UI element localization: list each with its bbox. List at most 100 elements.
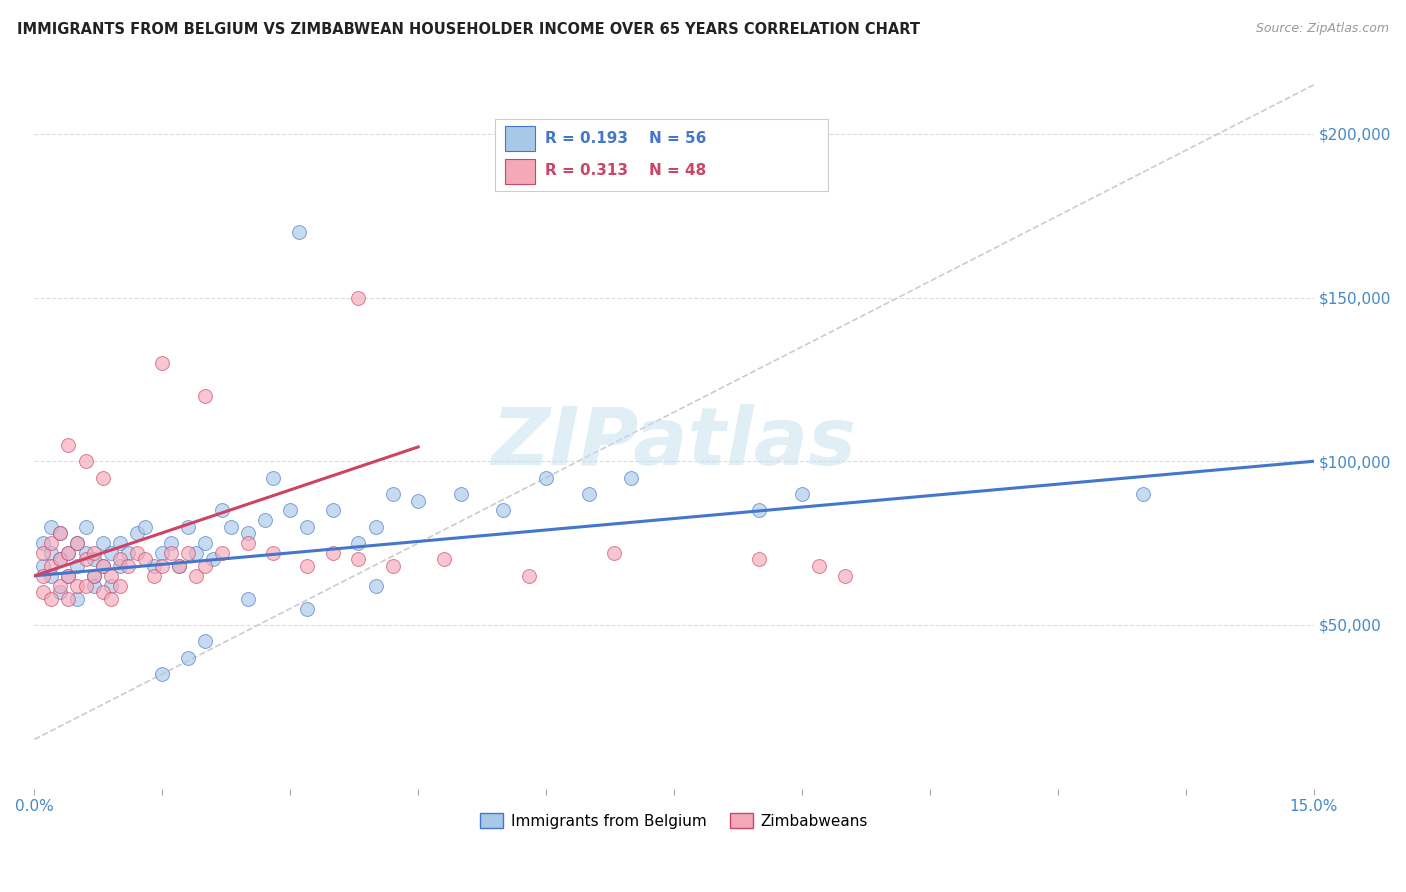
Point xyxy=(322,503,344,517)
Point xyxy=(236,526,259,541)
Point xyxy=(75,552,97,566)
Point xyxy=(41,546,63,560)
Point xyxy=(492,503,515,517)
Text: IMMIGRANTS FROM BELGIUM VS ZIMBABWEAN HOUSEHOLDER INCOME OVER 65 YEARS CORRELATI: IMMIGRANTS FROM BELGIUM VS ZIMBABWEAN HO… xyxy=(17,22,920,37)
Point xyxy=(108,536,131,550)
Point xyxy=(41,519,63,533)
Point xyxy=(297,519,319,533)
Point xyxy=(381,559,404,574)
Point xyxy=(32,585,55,599)
Point xyxy=(177,546,200,560)
Point xyxy=(41,536,63,550)
Point xyxy=(603,546,626,560)
Point xyxy=(58,569,80,583)
Point xyxy=(75,546,97,560)
Point xyxy=(748,503,770,517)
Point xyxy=(100,579,122,593)
Point xyxy=(91,559,114,574)
Point xyxy=(32,559,55,574)
Point xyxy=(125,526,148,541)
Point xyxy=(66,536,89,550)
Point xyxy=(297,559,319,574)
Point xyxy=(364,519,387,533)
Point xyxy=(83,546,105,560)
Point xyxy=(66,559,89,574)
Point xyxy=(58,569,80,583)
Point xyxy=(834,569,856,583)
Point xyxy=(177,650,200,665)
Point xyxy=(108,579,131,593)
Point xyxy=(790,487,813,501)
Point xyxy=(433,552,456,566)
Point xyxy=(58,438,80,452)
Point xyxy=(75,519,97,533)
Point xyxy=(194,389,217,403)
Point xyxy=(66,579,89,593)
Point xyxy=(32,536,55,550)
Point xyxy=(194,559,217,574)
Point xyxy=(117,559,139,574)
Point xyxy=(100,546,122,560)
Point xyxy=(219,519,242,533)
Point xyxy=(620,470,643,484)
Point xyxy=(150,546,173,560)
Point xyxy=(75,454,97,468)
Point xyxy=(347,291,370,305)
Point xyxy=(125,546,148,560)
Point xyxy=(288,225,311,239)
Point xyxy=(253,513,276,527)
Point xyxy=(211,503,233,517)
Point xyxy=(194,536,217,550)
Point xyxy=(83,579,105,593)
Point xyxy=(83,569,105,583)
Point xyxy=(83,569,105,583)
Point xyxy=(262,470,284,484)
Point xyxy=(150,667,173,681)
Point xyxy=(32,569,55,583)
Point xyxy=(177,519,200,533)
Point xyxy=(49,552,72,566)
Point xyxy=(150,356,173,370)
Point xyxy=(406,493,429,508)
Point xyxy=(91,585,114,599)
Point xyxy=(75,579,97,593)
Point xyxy=(297,601,319,615)
Point xyxy=(91,536,114,550)
Point xyxy=(578,487,600,501)
Point xyxy=(58,546,80,560)
Point xyxy=(169,559,191,574)
Point xyxy=(808,559,831,574)
Point xyxy=(108,552,131,566)
Point xyxy=(211,546,233,560)
Point xyxy=(450,487,472,501)
Point xyxy=(347,552,370,566)
Point xyxy=(142,559,165,574)
Point xyxy=(58,591,80,606)
Point xyxy=(108,559,131,574)
Point xyxy=(236,591,259,606)
Point xyxy=(150,559,173,574)
Point xyxy=(49,526,72,541)
Point xyxy=(347,536,370,550)
Point xyxy=(91,559,114,574)
Point xyxy=(169,559,191,574)
Point xyxy=(117,546,139,560)
Point xyxy=(66,591,89,606)
Point xyxy=(134,552,156,566)
Point xyxy=(91,470,114,484)
Point xyxy=(49,526,72,541)
Point xyxy=(100,569,122,583)
Point xyxy=(381,487,404,501)
Point xyxy=(41,559,63,574)
Point xyxy=(1132,487,1154,501)
Point xyxy=(534,470,557,484)
Point xyxy=(142,569,165,583)
Point xyxy=(160,546,183,560)
Point xyxy=(186,569,208,583)
Point xyxy=(202,552,225,566)
Point xyxy=(66,536,89,550)
Point xyxy=(322,546,344,560)
Text: Source: ZipAtlas.com: Source: ZipAtlas.com xyxy=(1256,22,1389,36)
Point xyxy=(160,536,183,550)
Point xyxy=(278,503,301,517)
